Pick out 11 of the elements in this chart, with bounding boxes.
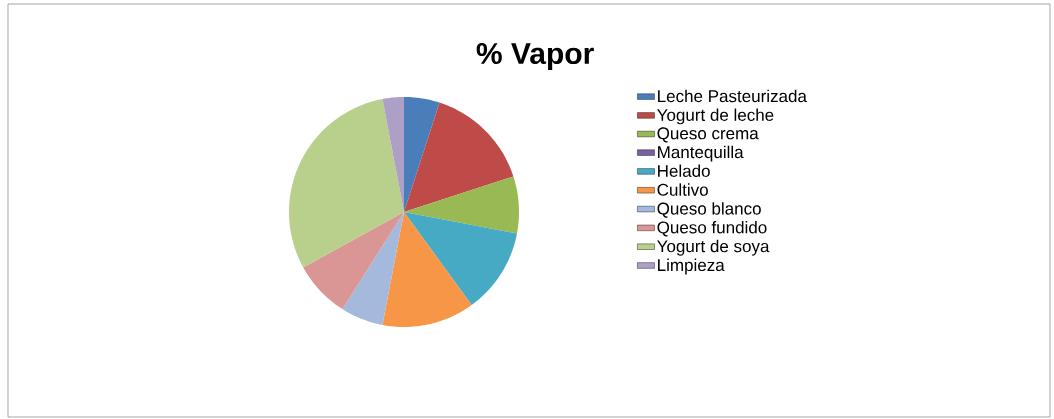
legend-label: Yogurt de leche [657,108,774,125]
legend-label: Helado [658,164,710,177]
legend-label: Queso fundido [657,220,767,237]
legend-label: Queso blanco [657,202,761,218]
legend-label: Mantequilla [658,145,744,162]
legend-label: Queso crema [657,127,759,143]
legend-label: Leche Pasteurizada [658,89,807,103]
legend-label: Cultivo [657,183,708,196]
legend-label: Yogurt de soya [657,239,770,256]
chart-title: % Vapor [476,42,594,71]
legend-label: Limpieza [658,258,725,275]
